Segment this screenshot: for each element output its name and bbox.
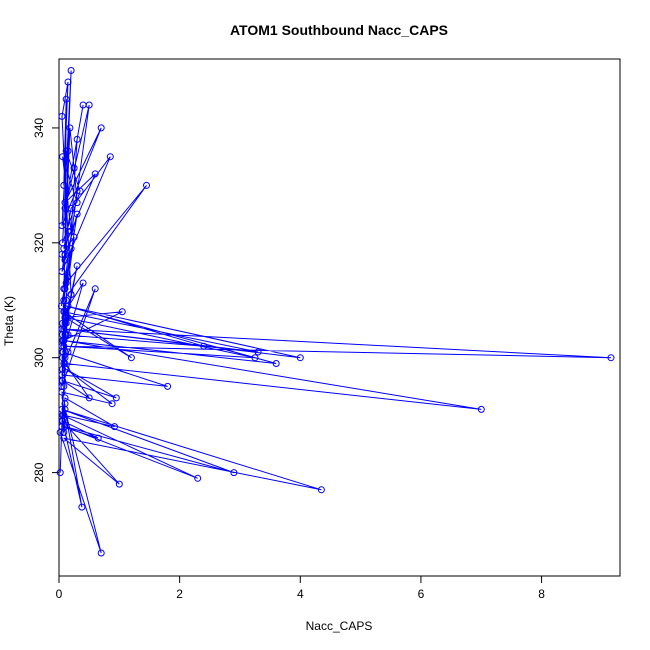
- y-axis: 280 300 320 340: [32, 118, 60, 483]
- data-point: [61, 285, 69, 293]
- data-point: [317, 486, 325, 494]
- data-point: [118, 308, 126, 316]
- data-point: [78, 503, 86, 511]
- data-point: [64, 273, 72, 281]
- data-point: [60, 181, 68, 189]
- data-point: [94, 434, 102, 442]
- data-point: [143, 181, 150, 189]
- data-point: [70, 233, 78, 241]
- x-tick-label: 8: [538, 587, 545, 601]
- data-point: [58, 222, 66, 230]
- data-point: [73, 199, 81, 207]
- data-point: [112, 394, 120, 402]
- data-point: [59, 377, 67, 385]
- data-point: [59, 417, 67, 425]
- data-point: [60, 296, 68, 304]
- data-point: [61, 423, 69, 431]
- data-point: [127, 354, 135, 362]
- data-point: [251, 354, 259, 362]
- data-point: [59, 348, 67, 356]
- x-tick-label: 6: [418, 587, 425, 601]
- data-point: [60, 337, 68, 344]
- data-point: [59, 153, 67, 161]
- data-point: [64, 78, 72, 86]
- y-tick-label: 340: [32, 118, 46, 138]
- data-point: [85, 394, 93, 402]
- data-point: [58, 268, 66, 275]
- data-point: [115, 480, 123, 488]
- data-point: [58, 112, 66, 120]
- data-point: [200, 342, 208, 350]
- data-point: [56, 428, 64, 436]
- y-axis-label: Theta (K): [2, 296, 16, 346]
- data-point: [67, 245, 75, 253]
- data-point: [64, 348, 72, 356]
- data-point: [57, 302, 65, 310]
- data-point: [91, 170, 99, 178]
- data-point: [61, 256, 69, 264]
- data-point: [85, 101, 93, 109]
- data-point: [230, 469, 238, 477]
- data-point: [62, 302, 70, 310]
- data-point: [64, 227, 72, 235]
- y-tick-label: 320: [32, 232, 46, 252]
- series-line: [59, 70, 612, 554]
- data-point: [62, 95, 70, 103]
- chart-title: ATOM1 Southbound Nacc_CAPS: [230, 22, 448, 38]
- data-point: [60, 434, 68, 442]
- x-tick-label: 4: [297, 587, 304, 601]
- data-point: [67, 67, 75, 74]
- data-point: [61, 199, 69, 207]
- y-tick-label: 280: [32, 462, 46, 482]
- data-point: [91, 285, 99, 293]
- data-point: [76, 187, 84, 195]
- data-point: [62, 147, 70, 155]
- data-point: [194, 474, 202, 482]
- data-point: [73, 262, 81, 270]
- plot-frame: [58, 58, 621, 577]
- data-point: [73, 210, 81, 218]
- data-point: [477, 405, 485, 413]
- data-point: [106, 153, 114, 161]
- data-point: [58, 250, 66, 258]
- x-tick-label: 0: [56, 587, 63, 601]
- data-series: [56, 67, 615, 557]
- data-point: [70, 164, 78, 172]
- data-point: [97, 549, 105, 557]
- data-point: [56, 469, 64, 477]
- data-point: [67, 204, 75, 212]
- data-point: [79, 279, 87, 287]
- x-axis-label: Nacc_CAPS: [306, 619, 373, 633]
- data-point: [58, 388, 66, 396]
- data-point: [73, 135, 81, 143]
- data-point: [58, 405, 66, 413]
- data-point: [272, 360, 280, 367]
- data-point: [62, 365, 70, 373]
- data-point: [164, 382, 172, 390]
- data-point: [97, 124, 105, 132]
- data-point: [66, 124, 74, 132]
- y-tick-label: 300: [32, 347, 46, 367]
- x-axis: 0 2 4 6 8: [56, 575, 545, 601]
- data-point: [67, 291, 75, 298]
- data-point: [67, 227, 75, 235]
- data-point: [254, 348, 262, 356]
- data-point: [64, 331, 72, 339]
- data-point: [61, 319, 69, 327]
- data-point: [108, 400, 116, 408]
- x-tick-label: 2: [176, 587, 183, 601]
- data-point: [61, 405, 69, 413]
- data-point: [607, 354, 615, 362]
- data-point: [111, 423, 118, 431]
- data-point: [296, 354, 304, 362]
- data-point: [58, 325, 66, 333]
